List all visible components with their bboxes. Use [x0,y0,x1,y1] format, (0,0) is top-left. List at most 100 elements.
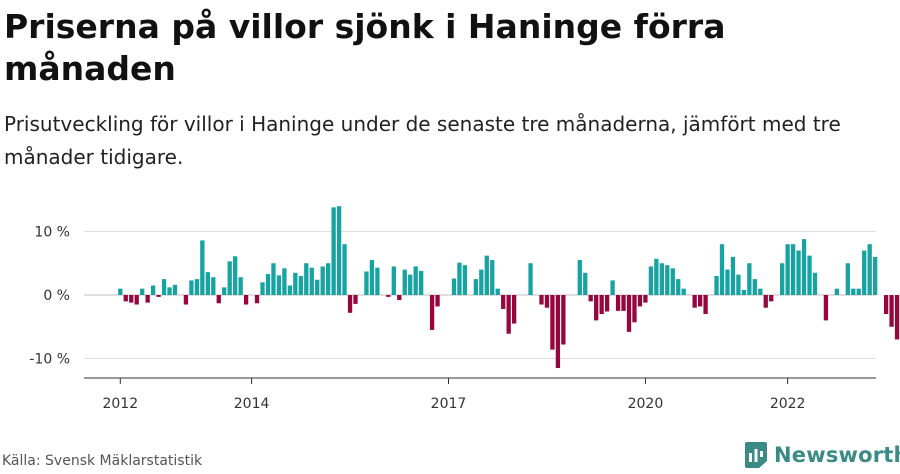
bar [419,270,424,295]
bar [347,295,353,313]
brand-name: Newsworthy [774,443,900,467]
bar [637,295,643,307]
bar [364,271,369,295]
bar [167,287,172,295]
bar [473,279,478,296]
bar [183,295,189,305]
bar [714,275,719,295]
bar [331,207,336,295]
bar [320,266,325,295]
bar [271,263,276,295]
chart-subtitle: Prisutveckling för villor i Haninge unde… [4,112,841,169]
bar [615,295,621,311]
bar [648,266,654,295]
bar [752,279,757,296]
bar [397,295,402,301]
bar [823,295,829,321]
bar [506,295,511,334]
bar [697,295,703,307]
bar [309,267,314,295]
bar [243,295,249,305]
bar-layer [118,206,900,369]
bar [189,280,194,295]
bar [161,279,167,296]
bar [238,277,243,295]
bar [856,288,861,295]
bar [282,268,287,295]
bar [123,295,128,302]
bar [304,263,309,295]
x-tick-label: 2020 [628,396,664,412]
bar [172,284,178,295]
bar [435,295,440,307]
bar [621,295,626,311]
bar [692,295,697,308]
x-tick-label: 2022 [770,396,806,412]
bar [834,288,840,295]
bar [577,260,582,295]
bar [736,274,741,295]
x-tick-label: 2014 [234,396,270,412]
bar [539,295,544,305]
bar [342,244,347,295]
bar [260,282,265,295]
bar [703,295,708,315]
bar [150,285,156,295]
bar [484,255,489,295]
bar [889,295,894,327]
bar [894,295,900,340]
bar [200,240,205,295]
bar [845,263,850,295]
bar [862,250,867,295]
bar [140,288,145,295]
bar [211,277,216,295]
bar [758,288,763,295]
bar [665,265,670,295]
bar [747,263,752,295]
bar [293,272,298,295]
newsworthy-logo-icon [745,442,767,468]
bar [801,239,807,295]
bar [145,295,150,303]
chart-title: Priserna på villor sjönk i Haninge förra… [4,7,726,88]
bar [391,266,396,295]
bar [632,295,637,323]
bar [129,295,134,303]
bar [315,279,320,295]
bar [796,250,801,295]
bar [725,269,730,295]
bar [369,260,375,295]
brand-logo: Newsworthy [744,440,900,470]
bar [233,256,238,295]
bar [429,295,435,330]
bar [807,255,812,295]
bar [386,295,391,297]
y-tick-label: -10 % [29,352,70,368]
bar [265,274,271,295]
bar [550,295,555,350]
bar [643,295,648,303]
bar [561,295,566,345]
bar [654,258,659,296]
bar [719,244,725,295]
bar [867,244,872,295]
bar [375,267,380,295]
bar [883,295,889,315]
bar [604,295,610,312]
bar [495,288,500,295]
bar [462,265,468,295]
bar [730,256,736,295]
bar [610,280,615,295]
bar [287,285,293,295]
bar [790,244,796,295]
y-tick-label: 10 % [34,225,70,241]
bar [599,295,604,315]
bar [326,263,331,295]
source-note: Källa: Svensk Mäklarstatistik [2,453,203,469]
bar [298,275,303,295]
x-tick-label: 2012 [102,396,138,412]
bar [413,266,418,295]
bar [254,295,260,304]
bar [676,279,681,296]
